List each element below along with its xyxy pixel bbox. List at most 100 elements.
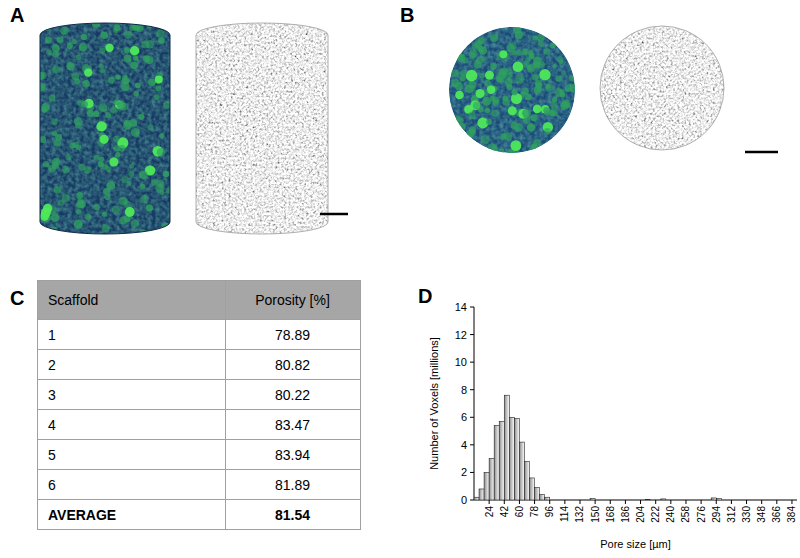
cell-spot <box>504 132 513 141</box>
cell-spot <box>525 94 532 101</box>
cell-spot <box>76 54 82 60</box>
section-outline <box>600 26 724 150</box>
table-row: 178.89 <box>38 320 361 350</box>
cell-spot <box>99 64 104 69</box>
cell-spot <box>146 56 154 64</box>
cell-spot <box>148 124 154 130</box>
y-tick-label: 14 <box>455 301 467 313</box>
cell-spot <box>513 61 524 72</box>
cell-spot <box>133 91 139 97</box>
cell-spot <box>485 108 491 114</box>
cell-spot <box>155 76 163 84</box>
x-tick <box>504 500 505 504</box>
x-tick <box>701 500 702 504</box>
cell-spot <box>550 42 556 48</box>
cell-spot <box>113 24 120 31</box>
x-tick-label: 60 <box>514 506 525 518</box>
cell-spot <box>140 195 148 203</box>
cell-spot <box>84 166 91 173</box>
cell-spot <box>533 105 542 114</box>
cell-spot <box>539 69 550 80</box>
y-tick <box>470 389 474 390</box>
histogram-bar <box>535 488 540 500</box>
section-texture <box>449 27 575 153</box>
x-tick <box>761 500 762 504</box>
cell-spot <box>102 212 107 217</box>
table-header-row: ScaffoldPorosity [%] <box>38 281 361 320</box>
cell-spot <box>41 107 47 113</box>
scale-bar <box>320 213 348 216</box>
cell-spot <box>102 164 108 170</box>
histogram-bar <box>651 500 661 501</box>
histogram-bar <box>646 499 651 500</box>
cell-spot <box>130 46 139 55</box>
cell-spot <box>131 219 140 228</box>
cell-spot <box>135 82 141 88</box>
y-axis-line <box>474 307 475 500</box>
cell-spot <box>533 61 541 69</box>
cell-spot <box>158 37 165 44</box>
x-tick-label: 384 <box>786 506 797 523</box>
cell-spot <box>52 131 58 137</box>
cell-spot <box>538 41 544 47</box>
x-tick <box>549 500 550 504</box>
cell-spot <box>512 50 517 55</box>
cell-spot <box>163 171 170 178</box>
cell-spot <box>119 217 127 225</box>
cell-spot <box>508 106 517 115</box>
x-tick <box>489 500 490 504</box>
cell-spot <box>71 39 76 44</box>
table-cell: 1 <box>38 320 226 350</box>
cell-spot <box>157 180 165 188</box>
cell-spot <box>71 73 79 81</box>
cell-spot <box>100 135 109 144</box>
figure: 0246810121424426078961141321501681862042… <box>0 0 800 558</box>
cell-spot <box>516 74 525 83</box>
cell-spot <box>556 76 562 82</box>
panel-label: D <box>418 285 432 308</box>
cell-spot <box>115 74 120 79</box>
cell-spot <box>37 72 45 80</box>
y-tick-label: 2 <box>461 466 467 478</box>
cell-spot <box>486 119 492 125</box>
x-tick-label: 240 <box>665 506 676 523</box>
histogram-bar <box>514 419 519 500</box>
cell-spot <box>131 128 140 137</box>
cell-spot <box>456 118 464 126</box>
bars <box>474 395 721 500</box>
cell-spot <box>155 86 161 92</box>
x-tick-label: 312 <box>726 506 737 523</box>
porosity-table: ScaffoldPorosity [%]178.89280.82380.2248… <box>37 280 361 530</box>
cell-spot <box>51 213 60 222</box>
table-cell: 80.82 <box>226 350 361 380</box>
cell-spot <box>139 229 147 237</box>
cell-spot <box>108 77 115 84</box>
cell-spot <box>46 50 52 56</box>
x-tick <box>625 500 626 504</box>
cell-spot <box>481 135 490 144</box>
y-tick <box>470 472 474 473</box>
table-row: 583.94 <box>38 440 361 470</box>
cell-spot <box>159 133 164 138</box>
cell-spot <box>562 103 567 108</box>
cell-spot <box>499 50 507 58</box>
cell-spot <box>527 123 535 131</box>
cell-spot <box>523 116 531 124</box>
cell-spot <box>105 44 113 52</box>
x-tick <box>564 500 565 504</box>
cell-spot <box>512 89 518 95</box>
histogram-bar <box>595 500 645 501</box>
cell-spot <box>569 75 576 82</box>
cell-spot <box>129 164 134 169</box>
cell-spot <box>484 80 491 87</box>
cell-spot <box>100 68 105 73</box>
cell-spot <box>166 188 172 194</box>
cell-spot <box>528 50 534 56</box>
cell-spot <box>515 31 523 39</box>
panel-label: C <box>10 287 24 310</box>
x-tick-label: 294 <box>711 506 722 523</box>
cell-spot <box>469 52 476 59</box>
y-tick <box>470 500 474 501</box>
cell-spot <box>544 110 550 116</box>
cell-spot <box>106 181 115 190</box>
